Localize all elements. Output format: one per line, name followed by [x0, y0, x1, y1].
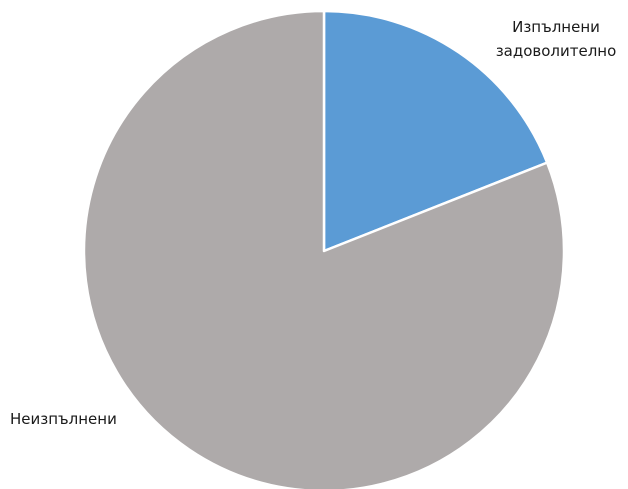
pie-labels: Изпълнени задоволително Неизпълнени: [10, 18, 616, 428]
pie-slice-0: [322, 9, 549, 253]
pie-slice-label-line: Изпълнени: [512, 18, 600, 36]
pie-slice-label-1: Неизпълнени: [10, 410, 117, 428]
pie-slices: [82, 9, 566, 489]
pie-slice-label-0: Изпълнени задоволително: [496, 18, 617, 60]
pie-slice-label-line: задоволително: [496, 42, 617, 60]
pie-slice-1: [82, 9, 566, 489]
pie-slice-label-line: Неизпълнени: [10, 410, 117, 428]
